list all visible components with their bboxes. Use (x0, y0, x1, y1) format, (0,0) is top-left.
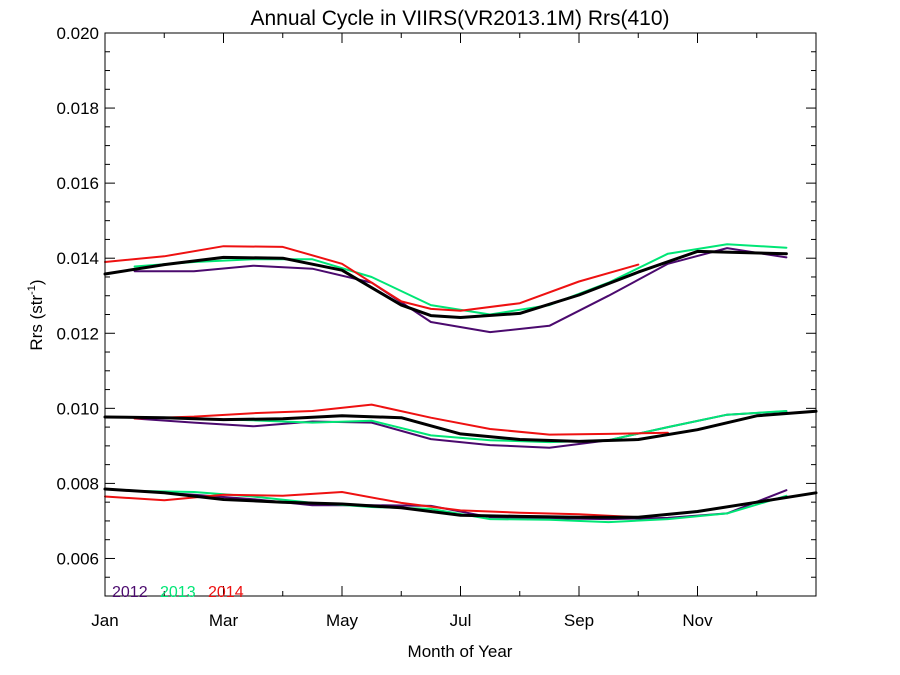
x-tick-label: Nov (682, 611, 713, 630)
y-axis-title-superscript: -1 (26, 285, 38, 295)
x-tick-label: Mar (209, 611, 239, 630)
x-tick-label: Jan (91, 611, 118, 630)
y-axis-ticks: 0.006 0.008 0.010 0.012 0.014 0.016 0.018 0.020 (56, 24, 816, 597)
legend-label-2012: 2012 (112, 584, 148, 601)
series-line-upper-2014 (104, 245, 640, 312)
y-tick-label: 0.008 (56, 474, 99, 493)
series-line-upper-2012 (133, 247, 788, 334)
x-axis-title: Month of Year (408, 642, 513, 661)
x-axis-ticks: Jan Mar May Jul Sep Nov (91, 33, 817, 630)
series-line-middle-mean (103, 409, 818, 443)
y-axis-title-close: ) (27, 279, 46, 285)
y-tick-label: 0.020 (56, 24, 99, 43)
y-tick-label: 0.016 (56, 174, 99, 193)
y-axis-title: Rrs (str-1) (26, 279, 46, 350)
legend: 2012 2013 2014 (112, 584, 244, 601)
x-tick-label: Jul (450, 611, 472, 630)
series-line-upper-mean (103, 249, 788, 319)
y-tick-label: 0.014 (56, 249, 99, 268)
series-line-lower-mean (103, 487, 818, 519)
y-tick-label: 0.012 (56, 324, 99, 343)
series-layer (103, 243, 818, 524)
legend-label-2014: 2014 (208, 584, 244, 601)
chart-title: Annual Cycle in VIIRS(VR2013.1M) Rrs(410… (251, 7, 670, 30)
series-line-middle-2014 (133, 403, 669, 436)
x-tick-label: Sep (564, 611, 594, 630)
y-tick-label: 0.006 (56, 549, 99, 568)
x-tick-label: May (326, 611, 359, 630)
y-axis-title-main: Rrs (str (27, 295, 46, 351)
y-tick-label: 0.010 (56, 399, 99, 418)
y-tick-label: 0.018 (56, 99, 99, 118)
legend-label-2013: 2013 (160, 584, 196, 601)
